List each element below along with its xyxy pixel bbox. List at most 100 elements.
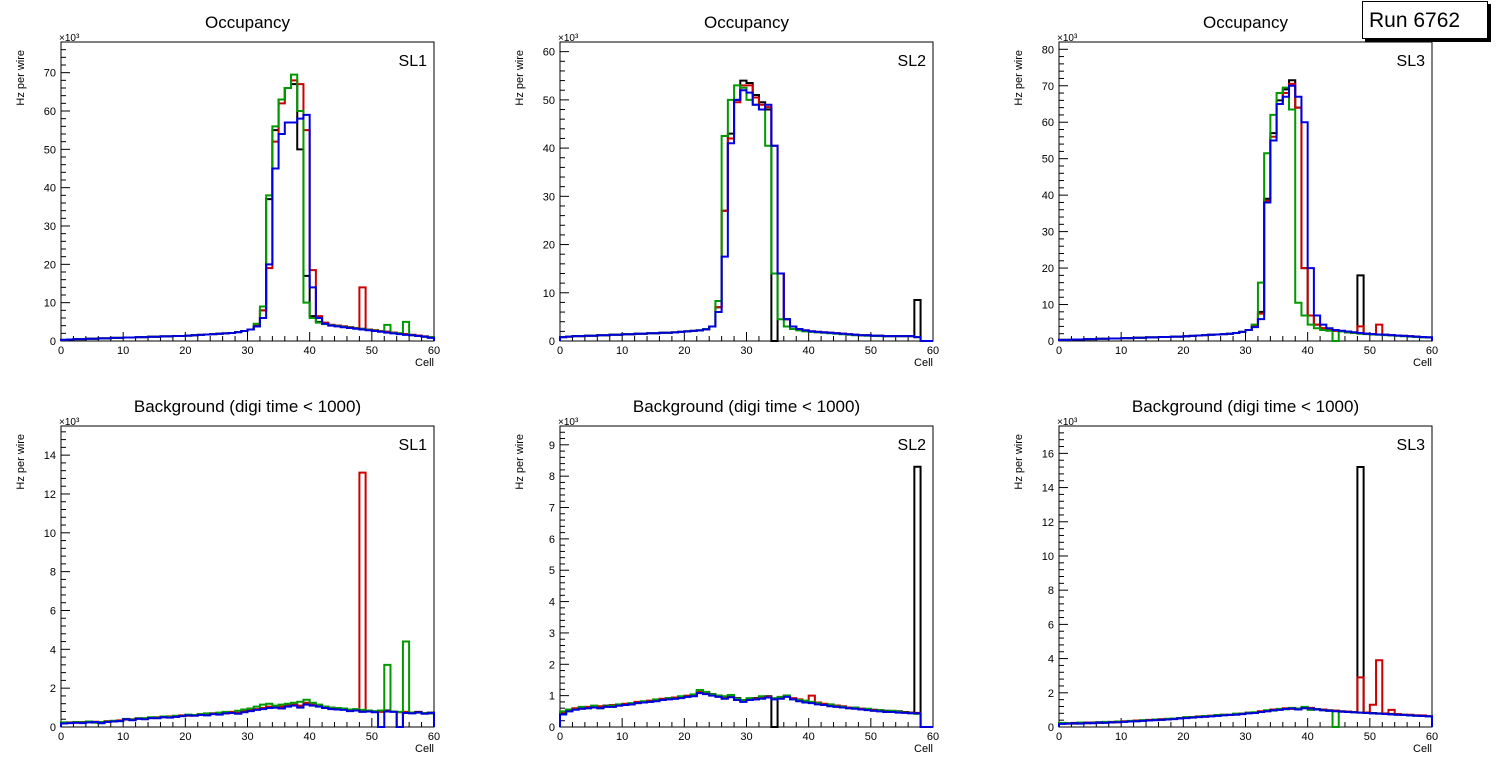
x-tick-label: 50 [1364,345,1376,357]
x-tick-label: 0 [1056,345,1062,357]
x-tick-label: 30 [1239,731,1251,743]
histogram-series-layer4 [559,89,933,342]
y-tick-label: 20 [44,259,56,271]
histogram-series-layer2 [559,84,933,342]
x-axis-label: Cell [1413,357,1432,369]
x-tick-label: 60 [927,345,939,357]
x-tick-label: 0 [1056,731,1062,743]
chart-title: Background (digi time < 1000) [1132,397,1359,416]
x-tick-label: 40 [304,731,316,743]
x-tick-label: 10 [117,345,129,357]
y-tick-label: 14 [44,450,56,462]
y-axis-label: Hz per wire [1013,50,1025,106]
histogram-series-layer4 [559,692,933,728]
y-tick-label: 0 [549,336,555,348]
panel-4: Background (digi time < 1000) SL1 Hz per w… [15,397,440,755]
x-tick-label: 30 [1239,345,1251,357]
chart-title: Occupancy [704,13,790,32]
x-tick-label: 0 [557,345,563,357]
plot-frame [559,425,934,728]
y-tick-label: 10 [543,288,555,300]
histogram-series-layer2 [1058,82,1433,341]
histogram-series-layer1 [1058,79,1433,341]
y-tick-label: 5 [549,565,555,577]
run-label: Run 6762 [1369,9,1461,32]
exponent-label: ×10³ [1057,417,1078,428]
chart-title: Background (digi time < 1000) [633,397,860,416]
x-tick-label: 60 [1426,731,1438,743]
x-tick-label: 50 [366,345,378,357]
x-tick-label: 60 [927,731,939,743]
x-tick-label: 30 [241,345,253,357]
plot-frame [1058,41,1433,342]
chart-title: Background (digi time < 1000) [134,397,361,416]
y-tick-label: 12 [44,489,56,501]
y-tick-label: 70 [1042,81,1054,93]
y-tick-label: 2 [549,659,555,671]
x-tick-label: 40 [803,345,815,357]
y-tick-label: 60 [1042,117,1054,129]
x-tick-label: 50 [1364,731,1376,743]
panel-3: Occupancy SL3 Hz per wire Cell ×10³ 0 10 20 30 40… [1013,13,1438,369]
x-tick-label: 20 [179,731,191,743]
histogram-series-layer2 [1058,659,1433,727]
y-tick-label: 50 [543,95,555,107]
x-tick-label: 20 [1177,731,1189,743]
y-tick-label: 4 [549,597,555,609]
histogram-series-layer4 [60,703,435,728]
y-tick-label: 10 [44,298,56,310]
y-tick-label: 8 [50,567,56,579]
x-tick-label: 50 [865,731,877,743]
chart-title: Occupancy [205,13,291,32]
y-tick-label: 0 [1048,336,1054,348]
chart-title: Occupancy [1203,13,1289,32]
x-tick-label: 0 [557,731,563,743]
y-tick-label: 30 [44,221,56,233]
x-tick-label: 0 [58,731,64,743]
y-tick-label: 9 [549,440,555,452]
histogram-series-layer2 [60,79,435,341]
histogram-series-layer1 [60,83,435,341]
y-tick-label: 12 [1042,517,1054,529]
superlayer-label: SL1 [399,437,428,454]
histogram-series-layer4 [60,113,435,341]
x-tick-label: 30 [740,731,752,743]
histogram-series-layer3 [60,73,435,341]
y-tick-label: 0 [50,722,56,734]
x-axis-label: Cell [415,357,434,369]
histogram-series-layer1 [559,79,933,342]
exponent-label: ×10³ [1057,33,1078,44]
x-tick-label: 30 [241,731,253,743]
x-tick-label: 40 [304,345,316,357]
y-axis-label: Hz per wire [514,434,526,490]
y-tick-label: 0 [1048,722,1054,734]
superlayer-label: SL2 [898,53,927,70]
plot-frame [60,425,435,728]
y-tick-label: 40 [1042,190,1054,202]
x-axis-label: Cell [914,357,933,369]
x-tick-label: 50 [366,731,378,743]
x-tick-label: 10 [117,731,129,743]
exponent-label: ×10³ [59,33,80,44]
superlayer-label: SL1 [399,53,428,70]
exponent-label: ×10³ [558,417,579,428]
y-tick-label: 10 [44,528,56,540]
y-tick-label: 50 [44,144,56,156]
y-tick-label: 20 [543,240,555,252]
x-axis-label: Cell [1413,743,1432,755]
y-tick-label: 0 [549,722,555,734]
x-tick-label: 20 [179,345,191,357]
x-tick-label: 10 [616,731,628,743]
panel-5: Background (digi time < 1000) SL2 Hz per w… [514,397,939,755]
x-tick-label: 40 [1302,731,1314,743]
x-tick-label: 10 [1115,345,1127,357]
y-tick-label: 50 [1042,154,1054,166]
superlayer-label: SL2 [898,437,927,454]
x-tick-label: 20 [678,731,690,743]
y-tick-label: 6 [50,605,56,617]
y-tick-label: 10 [1042,300,1054,312]
y-tick-label: 40 [543,143,555,155]
x-tick-label: 10 [616,345,628,357]
y-tick-label: 30 [543,191,555,203]
